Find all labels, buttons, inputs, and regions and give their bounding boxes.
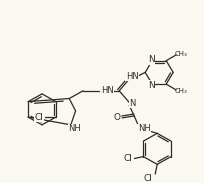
Text: Cl: Cl — [143, 174, 152, 183]
Text: CH₃: CH₃ — [174, 51, 187, 57]
Text: HN: HN — [125, 72, 138, 81]
Text: N: N — [147, 55, 154, 64]
Text: HN: HN — [100, 86, 113, 95]
Text: Cl: Cl — [34, 113, 43, 122]
Text: N: N — [147, 81, 154, 90]
Text: CH₃: CH₃ — [174, 88, 187, 94]
Text: Cl: Cl — [123, 154, 132, 163]
Text: NH: NH — [68, 124, 81, 133]
Text: N: N — [128, 99, 135, 108]
Text: NH: NH — [137, 124, 150, 133]
Text: O: O — [113, 113, 120, 122]
